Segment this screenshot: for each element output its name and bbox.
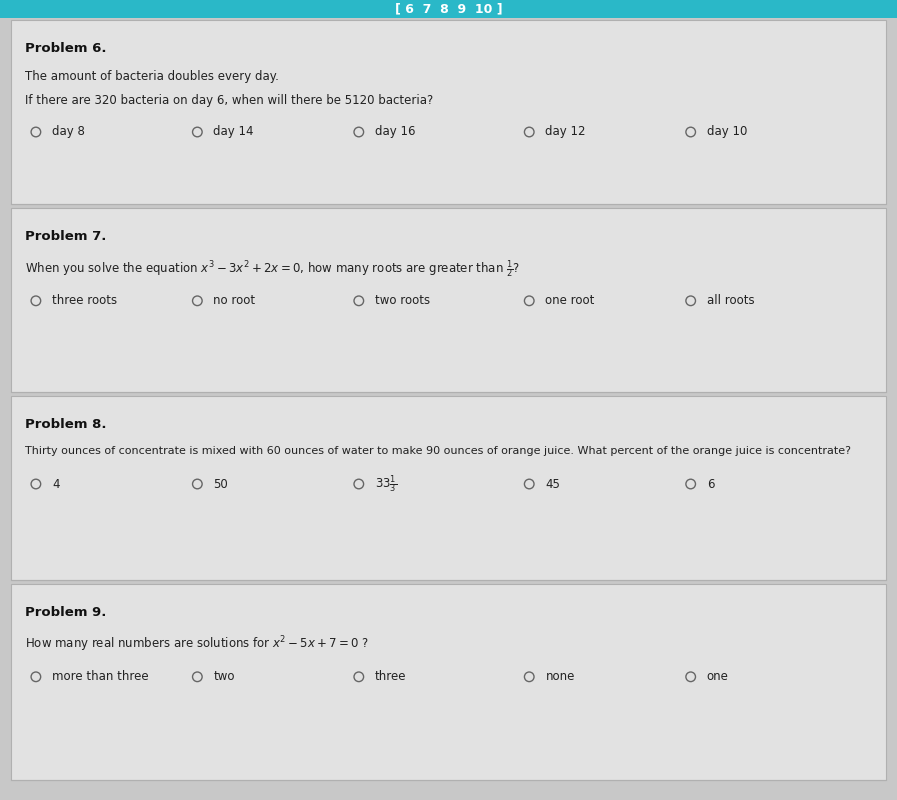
Text: day 16: day 16 [375,126,415,138]
Text: two roots: two roots [375,294,430,307]
Text: two: two [213,670,235,683]
Text: day 12: day 12 [545,126,586,138]
Text: three: three [375,670,406,683]
FancyBboxPatch shape [11,208,886,392]
Text: Problem 6.: Problem 6. [25,42,107,55]
Text: no root: no root [213,294,256,307]
FancyBboxPatch shape [0,0,897,18]
Text: [ 6  7  8  9  10 ]: [ 6 7 8 9 10 ] [395,2,502,15]
Text: one root: one root [545,294,595,307]
Text: When you solve the equation $x^3 - 3x^2 + 2x = 0$, how many roots are greater th: When you solve the equation $x^3 - 3x^2 … [25,258,520,280]
Text: one: one [707,670,728,683]
Text: How many real numbers are solutions for $x^2 - 5x + 7 = 0$ ?: How many real numbers are solutions for … [25,634,370,654]
FancyBboxPatch shape [11,584,886,780]
FancyBboxPatch shape [11,20,886,204]
Text: none: none [545,670,575,683]
Text: Thirty ounces of concentrate is mixed with 60 ounces of water to make 90 ounces : Thirty ounces of concentrate is mixed wi… [25,446,851,456]
Text: three roots: three roots [52,294,118,307]
Text: Problem 8.: Problem 8. [25,418,107,431]
Text: 33$\frac{1}{3}$: 33$\frac{1}{3}$ [375,473,397,495]
FancyBboxPatch shape [11,396,886,580]
Text: day 8: day 8 [52,126,85,138]
Text: Problem 7.: Problem 7. [25,230,107,243]
Text: 45: 45 [545,478,561,490]
Text: If there are 320 bacteria on day 6, when will there be 5120 bacteria?: If there are 320 bacteria on day 6, when… [25,94,433,107]
Text: 50: 50 [213,478,228,490]
Text: more than three: more than three [52,670,149,683]
Text: day 14: day 14 [213,126,254,138]
Text: day 10: day 10 [707,126,747,138]
Text: 6: 6 [707,478,714,490]
Text: all roots: all roots [707,294,754,307]
Text: Problem 9.: Problem 9. [25,606,107,619]
Text: 4: 4 [52,478,59,490]
Text: The amount of bacteria doubles every day.: The amount of bacteria doubles every day… [25,70,279,83]
